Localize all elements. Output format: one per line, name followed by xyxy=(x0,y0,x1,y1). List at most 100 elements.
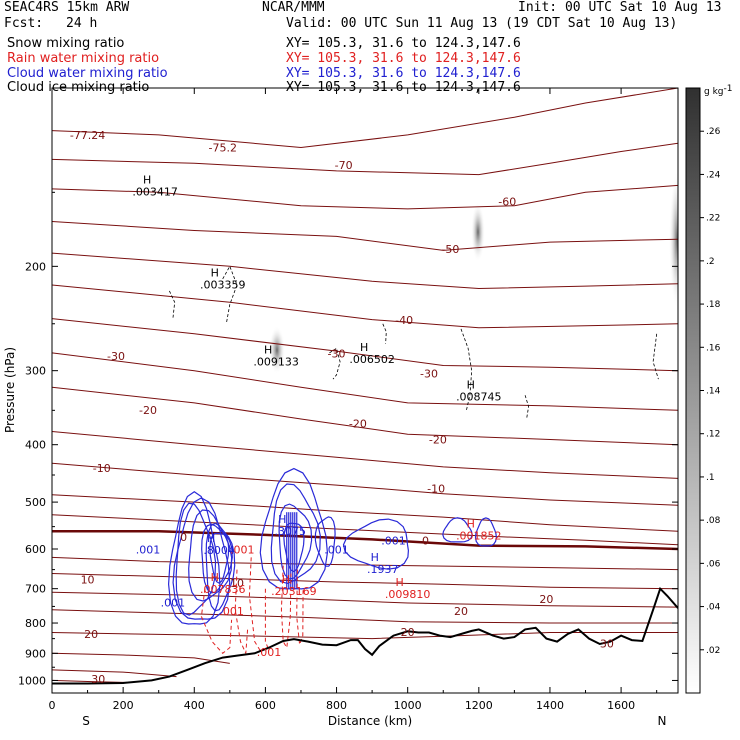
cloud-water-contour xyxy=(201,523,233,594)
cloud-water-contour xyxy=(270,483,321,585)
isotherm xyxy=(52,462,678,506)
rain-water-label: .001 xyxy=(219,605,244,618)
colorbar-tick-label: .08 xyxy=(706,516,721,526)
x-tick-label: 800 xyxy=(326,699,347,712)
isotherm xyxy=(52,591,678,608)
colorbar-tick-label: .18 xyxy=(706,300,721,310)
legend-cloudwater-xy: XY= 105.3, 31.6 to 124.3,147.6 xyxy=(286,66,521,81)
x-tick-label: 200 xyxy=(113,699,134,712)
x-tick-label: 1400 xyxy=(536,699,564,712)
cloud-water-label: .001 xyxy=(324,543,349,556)
isotherm-label: -70 xyxy=(335,159,353,172)
isotherm-label: -50 xyxy=(441,243,459,256)
max-marker: H xyxy=(360,341,368,354)
cloud-water-contour xyxy=(205,522,236,612)
endpoint-south: S xyxy=(82,714,90,728)
max-value-label: .3075 xyxy=(275,525,307,538)
rain-water-contour xyxy=(234,569,249,654)
max-value-label: .006502 xyxy=(349,353,395,366)
colorbar-tick-label: .04 xyxy=(706,603,721,613)
org-title: NCAR/MMM xyxy=(262,0,325,15)
max-marker: H xyxy=(467,379,475,392)
isotherm-label: -20 xyxy=(429,433,447,446)
max-value-label: .003417 xyxy=(132,186,178,199)
isotherm xyxy=(52,252,678,290)
isotherm xyxy=(52,386,678,446)
rain-water-contour xyxy=(296,569,304,645)
cloud-water-contour xyxy=(442,517,473,543)
model-title: SEAC4RS 15km ARW xyxy=(4,0,130,15)
y-axis-title: Pressure (hPa) xyxy=(3,347,17,433)
isotherm xyxy=(52,184,678,210)
x-tick-label: 1000 xyxy=(394,699,422,712)
isotherm-label: -10 xyxy=(427,483,445,496)
plot-frame xyxy=(51,87,679,694)
max-value-label: .009133 xyxy=(253,355,299,368)
legend-cloudwater-label: Cloud water mixing ratio xyxy=(7,66,168,81)
cloud-ice-contour xyxy=(382,323,387,344)
snow-shade-2 xyxy=(471,202,485,262)
cloud-water-label: .001 xyxy=(161,596,186,609)
cloud-water-contour xyxy=(283,522,305,573)
cloud-water-contour xyxy=(474,517,498,547)
max-marker: H xyxy=(211,267,219,280)
cloud-water-contour xyxy=(278,503,313,580)
y-tick-label: 700 xyxy=(25,583,46,596)
isotherm xyxy=(52,669,177,678)
cloud-water-label: .001 xyxy=(136,543,161,556)
max-value-label: .1937 xyxy=(367,563,399,576)
cloud-water-contour xyxy=(314,516,336,567)
max-marker: H xyxy=(396,576,404,589)
legend-snow-xy: XY= 105.3, 31.6 to 124.3,147.6 xyxy=(286,36,521,51)
isotherm xyxy=(52,431,678,479)
colorbar xyxy=(685,87,701,694)
y-tick-label: 900 xyxy=(25,647,46,660)
y-tick-label: 200 xyxy=(25,260,46,273)
init-time: Init: 00 UTC Sat 10 Aug 13 xyxy=(518,0,722,15)
colorbar-tick-label: .2 xyxy=(706,257,715,267)
max-value-label: .009810 xyxy=(385,588,431,601)
isotherm-label: 30 xyxy=(91,673,105,686)
legend-rain-label: Rain water mixing ratio xyxy=(7,51,160,66)
isotherm xyxy=(52,221,678,251)
isotherm-label: -60 xyxy=(498,196,516,209)
isotherm-label: 10 xyxy=(81,573,95,586)
isotherm xyxy=(52,352,678,411)
max-marker: H xyxy=(278,513,286,526)
isotherm-label: -10 xyxy=(93,462,111,475)
isotherm-label: 20 xyxy=(84,628,98,641)
cloud-ice-contour xyxy=(329,347,341,380)
y-tick-label: 500 xyxy=(25,496,46,509)
colorbar-unit: g kg-1 xyxy=(704,84,732,97)
cloud-water-contour xyxy=(188,509,233,602)
cloud-water-contour xyxy=(209,532,230,584)
isotherm xyxy=(52,318,678,372)
legend-snow-label: Snow mixing ratio xyxy=(7,36,125,51)
y-tick-label: 400 xyxy=(25,439,46,452)
y-tick-label: 800 xyxy=(25,617,46,630)
valid-time: Valid: 00 UTC Sun 11 Aug 13 (19 CDT Sat … xyxy=(286,16,678,31)
isotherm xyxy=(52,556,678,571)
cloud-ice-contour xyxy=(652,333,659,380)
isotherm-label: -77.24 xyxy=(70,129,105,142)
isotherm-label: -30 xyxy=(107,350,125,363)
rain-water-label: .001 xyxy=(230,543,255,556)
x-tick-label: 1600 xyxy=(607,699,635,712)
endpoint-north: N xyxy=(658,714,667,728)
terrain-line xyxy=(52,586,678,685)
max-marker: H xyxy=(371,551,379,564)
max-marker: H xyxy=(211,571,219,584)
fcst-value: 24 h xyxy=(66,16,98,31)
cloud-ice-contour xyxy=(222,265,238,324)
freezing-line xyxy=(52,530,678,551)
isotherm-label: -40 xyxy=(395,314,413,327)
isotherm-label: -75.2 xyxy=(208,142,236,155)
max-marker: H xyxy=(282,573,290,586)
isotherm xyxy=(52,142,678,176)
colorbar-tick-label: .1 xyxy=(706,473,715,483)
colorbar-tick-label: .06 xyxy=(706,559,721,569)
isotherm-label: -30 xyxy=(328,347,346,360)
x-tick-label: 0 xyxy=(49,699,56,712)
rain-water-label: .001 xyxy=(257,646,282,659)
